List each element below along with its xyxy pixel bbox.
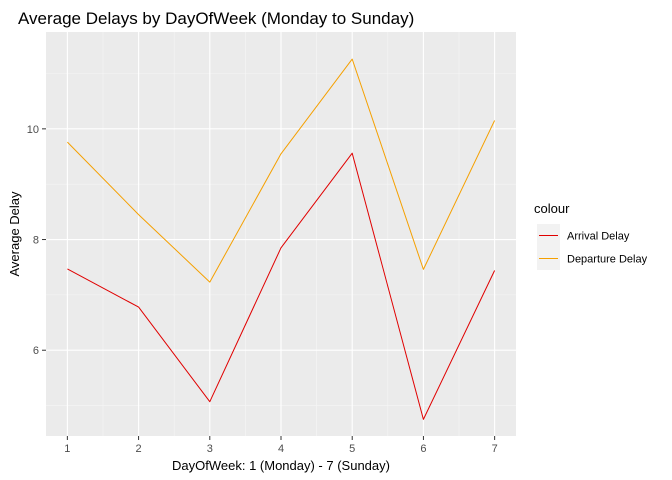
legend-title: colour <box>534 201 570 216</box>
y-tick-label: 6 <box>33 345 39 357</box>
legend-label: Departure Delay <box>567 254 648 266</box>
x-tick-label: 2 <box>136 443 142 455</box>
series-lines <box>67 58 496 420</box>
x-tick-label: 5 <box>349 443 355 455</box>
x-axis: 1 2 3 4 5 6 7 <box>64 436 498 455</box>
legend-label: Arrival Delay <box>567 231 630 243</box>
series-line-departure-delay <box>67 58 496 283</box>
y-tick-label: 8 <box>33 235 39 247</box>
x-axis-label: DayOfWeek: 1 (Monday) - 7 (Sunday) <box>172 458 390 473</box>
series-line-arrival-delay <box>67 152 496 420</box>
y-axis-label: Average Delay <box>7 191 22 277</box>
x-tick-label: 3 <box>207 443 213 455</box>
y-tick-label: 10 <box>27 124 39 136</box>
x-tick-label: 4 <box>278 443 284 455</box>
chart-title: Average Delays by DayOfWeek (Monday to S… <box>18 9 414 28</box>
y-axis: 6 8 10 <box>27 124 46 357</box>
x-tick-label: 6 <box>420 443 426 455</box>
x-tick-label: 1 <box>64 443 70 455</box>
x-tick-label: 7 <box>492 443 498 455</box>
legend: colour Arrival Delay Departure Delay <box>534 201 648 270</box>
